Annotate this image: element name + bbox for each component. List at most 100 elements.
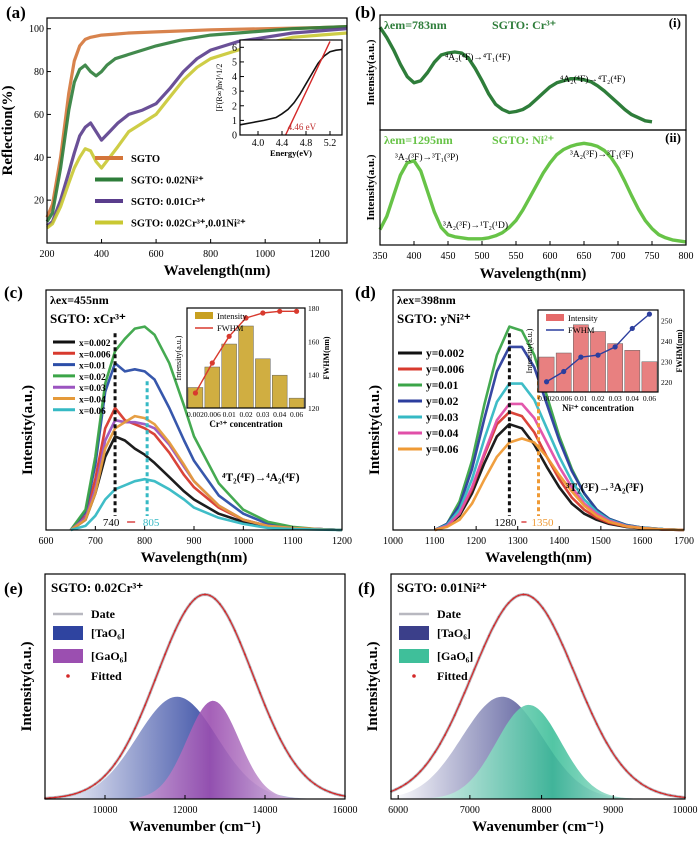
- subplot-tag: (ii): [665, 130, 681, 145]
- legend-label-a: SGTO: 0.02Cr³⁺,0.01Ni²⁺: [131, 219, 246, 230]
- legend-label: x=0.06: [79, 407, 106, 417]
- fitted-point: [615, 757, 618, 760]
- x-tick-label: 350: [373, 251, 388, 262]
- legend-swatch: [66, 674, 70, 678]
- y-tick-label: 100: [29, 24, 44, 35]
- legend-label: [GaO₆]: [91, 649, 127, 663]
- x-tick-label: 450: [441, 251, 456, 262]
- fitted-point: [444, 734, 446, 737]
- inset-y2-tick: 180: [308, 304, 320, 313]
- y-axis-title-b: Intensity(a.u.): [365, 39, 377, 105]
- x-tick-label: 1200: [466, 536, 486, 547]
- emission-series: [69, 414, 343, 532]
- x-tick-label: 800: [203, 249, 218, 260]
- fitted-point: [99, 779, 101, 782]
- x-tick-label: 1200: [310, 249, 330, 260]
- x-axis-title-b: Wavelength(nm): [480, 266, 587, 282]
- sample-label: SGTO: Cr³⁺: [492, 18, 556, 32]
- inset-category: 0.06: [290, 410, 303, 419]
- fitted-point: [124, 747, 126, 749]
- fitted-point: [532, 596, 534, 599]
- inset-bar: [288, 397, 305, 409]
- inset-category: 0.03: [256, 410, 269, 419]
- fitted-point: [134, 727, 136, 730]
- inset-category: 0.04: [626, 394, 639, 403]
- legend-label: [GaO₆]: [437, 649, 473, 663]
- fitted-point: [522, 593, 525, 596]
- fitted-point: [159, 666, 161, 669]
- transition-annotation: ³A₂(³F)→³T₁(³F): [570, 149, 633, 160]
- fitted-point: [149, 692, 151, 694]
- inset-category: 0.002: [187, 410, 204, 419]
- x-tick-label: 1000: [383, 536, 403, 547]
- inset-y-title-a: [F(R∞)hν]^1/2: [215, 64, 224, 112]
- legend-label: y=0.006: [426, 364, 464, 376]
- inset-category: 0.04: [273, 410, 286, 419]
- inset-fwhm-point: [543, 379, 550, 385]
- fitted-point: [556, 633, 559, 636]
- inset-frame-a: [239, 39, 343, 136]
- x-tick-label: 7000: [460, 805, 480, 816]
- inset-category: 0.01: [574, 394, 587, 403]
- legend-label: y=0.01: [426, 380, 459, 392]
- fitted-point: [229, 619, 231, 622]
- fitted-point: [74, 792, 76, 795]
- plot-frame: [390, 573, 686, 800]
- inset-y-title: Intensity(a.u.): [525, 328, 534, 373]
- fitted-point: [434, 751, 436, 753]
- legend-label: x=0.03: [79, 384, 106, 394]
- legend-label: x=0.006: [79, 350, 111, 360]
- monitor-label: λem=783nm: [384, 18, 447, 32]
- panel-label: (c): [4, 283, 23, 302]
- legend-label: x=0.02: [79, 373, 106, 383]
- fitted-point: [640, 782, 642, 785]
- legend-swatch: [399, 626, 429, 640]
- x-tick-label: 1000: [255, 249, 275, 260]
- fitted-point: [224, 610, 226, 613]
- plot-frame-a: [46, 17, 348, 244]
- x-tick-label: 10000: [673, 805, 698, 816]
- fitted-point: [244, 653, 246, 656]
- fitted-point: [254, 679, 256, 682]
- fitted-point: [324, 789, 326, 791]
- x-tick-label: 1500: [591, 536, 611, 547]
- y-tick-label: 3: [232, 87, 237, 98]
- x-tick-label: 700: [88, 536, 103, 547]
- fitted-point: [586, 701, 588, 704]
- y-axis-title-b: Intensity(a.u.): [365, 154, 377, 220]
- inset-fwhm-point: [277, 308, 283, 314]
- inset-fwhm-point: [629, 325, 635, 332]
- inset-fwhm-point: [226, 333, 232, 339]
- inset-x-title: Ni²⁺ concentration: [562, 403, 634, 413]
- fitted-point: [314, 783, 316, 786]
- fitted-point: [284, 747, 286, 749]
- fitted-point: [54, 796, 56, 799]
- transition-annotation: ⁴A₂(⁴F)→⁴T₁(⁴F): [445, 52, 510, 63]
- fitted-point: [605, 741, 608, 744]
- inset-fwhm-point: [578, 354, 584, 360]
- fitted-point: [429, 758, 432, 761]
- x-tick-label: 1300: [508, 536, 528, 547]
- fitted-point: [497, 615, 500, 618]
- inset-legend-label: FWHM: [568, 325, 595, 335]
- peak-label: 1350: [532, 517, 555, 529]
- bandgap-annotation: 4.46 eV: [288, 122, 317, 132]
- fitted-point: [478, 656, 481, 659]
- panel-label-a: (a): [6, 3, 26, 22]
- inset-bar: [272, 374, 288, 409]
- fitted-point: [571, 666, 574, 669]
- fitted-point: [551, 623, 554, 626]
- x-axis-title: Wavenumber (cm⁻¹): [472, 819, 604, 835]
- y-tick-label: 6: [232, 43, 237, 54]
- fitted-point: [109, 769, 111, 772]
- inset-x-title: Cr³⁺ concentration: [209, 419, 282, 429]
- inset-fwhm-point: [243, 315, 249, 321]
- legend-swatch: [53, 626, 83, 640]
- fitted-point: [79, 791, 81, 794]
- excitation-curve: [378, 26, 653, 124]
- fitted-point: [89, 786, 91, 789]
- fitted-point: [139, 716, 141, 719]
- sample-label: SGTO: Ni²⁺: [492, 133, 554, 147]
- fitted-point: [249, 666, 251, 669]
- fitted-point: [264, 704, 266, 707]
